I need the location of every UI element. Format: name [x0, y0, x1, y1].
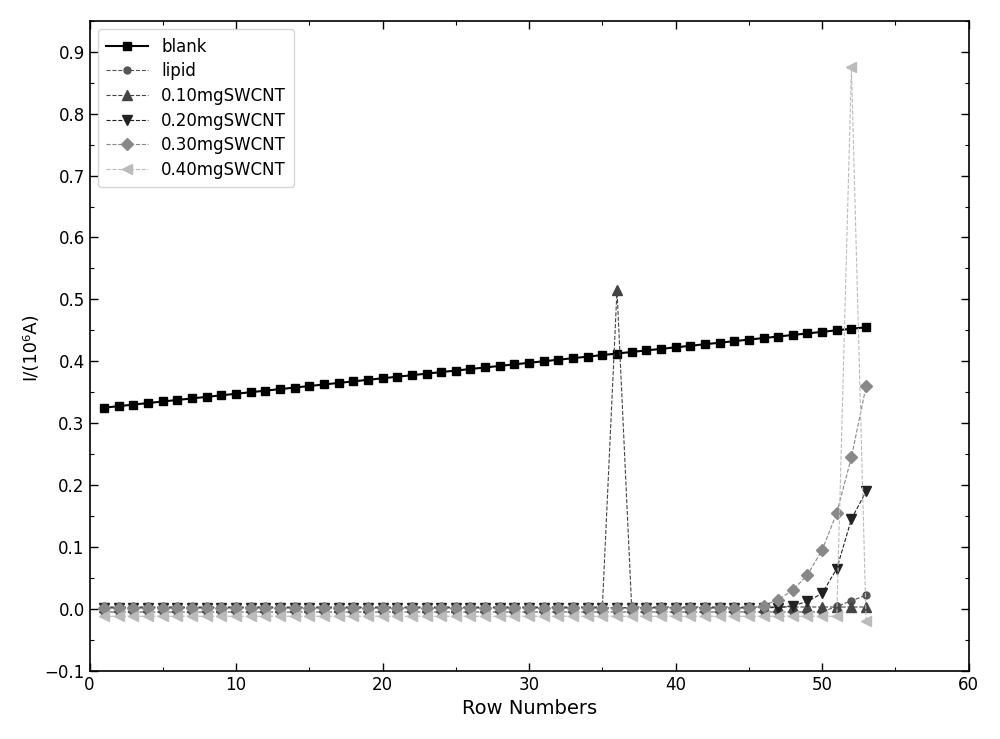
0.30mgSWCNT: [538, 604, 550, 613]
0.20mgSWCNT: [582, 603, 594, 612]
0.10mgSWCNT: [538, 602, 550, 611]
blank: [684, 341, 696, 350]
X-axis label: Row Numbers: Row Numbers: [462, 699, 597, 718]
0.10mgSWCNT: [611, 286, 623, 295]
0.40mgSWCNT: [538, 612, 550, 621]
Line: 0.10mgSWCNT: 0.10mgSWCNT: [99, 285, 871, 612]
0.10mgSWCNT: [787, 602, 799, 611]
0.40mgSWCNT: [772, 612, 784, 621]
0.30mgSWCNT: [772, 595, 784, 604]
0.20mgSWCNT: [684, 603, 696, 612]
0.40mgSWCNT: [860, 617, 872, 626]
0.20mgSWCNT: [303, 603, 315, 612]
0.40mgSWCNT: [552, 612, 564, 621]
0.40mgSWCNT: [98, 612, 110, 621]
Line: blank: blank: [100, 323, 870, 412]
0.40mgSWCNT: [303, 612, 315, 621]
0.30mgSWCNT: [303, 604, 315, 613]
0.10mgSWCNT: [303, 602, 315, 611]
0.30mgSWCNT: [582, 604, 594, 613]
Line: 0.20mgSWCNT: 0.20mgSWCNT: [99, 486, 871, 613]
0.10mgSWCNT: [860, 602, 872, 611]
0.40mgSWCNT: [582, 612, 594, 621]
blank: [303, 381, 315, 390]
Y-axis label: I/(10⁶A): I/(10⁶A): [21, 312, 39, 380]
0.10mgSWCNT: [582, 602, 594, 611]
lipid: [98, 607, 110, 616]
lipid: [538, 607, 550, 616]
0.20mgSWCNT: [538, 603, 550, 612]
0.20mgSWCNT: [552, 603, 564, 612]
Line: 0.40mgSWCNT: 0.40mgSWCNT: [99, 62, 871, 626]
lipid: [552, 607, 564, 616]
0.30mgSWCNT: [860, 381, 872, 390]
lipid: [303, 607, 315, 616]
0.30mgSWCNT: [552, 604, 564, 613]
blank: [538, 357, 550, 366]
0.10mgSWCNT: [98, 602, 110, 611]
blank: [552, 355, 564, 364]
0.30mgSWCNT: [684, 604, 696, 613]
0.20mgSWCNT: [772, 603, 784, 612]
blank: [772, 332, 784, 341]
0.30mgSWCNT: [98, 604, 110, 613]
blank: [582, 353, 594, 361]
0.10mgSWCNT: [552, 602, 564, 611]
lipid: [684, 607, 696, 616]
blank: [860, 323, 872, 332]
Line: lipid: lipid: [101, 592, 870, 616]
0.40mgSWCNT: [845, 63, 857, 72]
Legend: blank, lipid, 0.10mgSWCNT, 0.20mgSWCNT, 0.30mgSWCNT, 0.40mgSWCNT: blank, lipid, 0.10mgSWCNT, 0.20mgSWCNT, …: [98, 29, 294, 187]
0.10mgSWCNT: [699, 602, 711, 611]
0.20mgSWCNT: [98, 603, 110, 612]
0.40mgSWCNT: [684, 612, 696, 621]
lipid: [582, 607, 594, 616]
lipid: [860, 590, 872, 599]
Line: 0.30mgSWCNT: 0.30mgSWCNT: [100, 382, 870, 613]
blank: [98, 403, 110, 412]
lipid: [772, 607, 784, 616]
0.20mgSWCNT: [860, 487, 872, 496]
